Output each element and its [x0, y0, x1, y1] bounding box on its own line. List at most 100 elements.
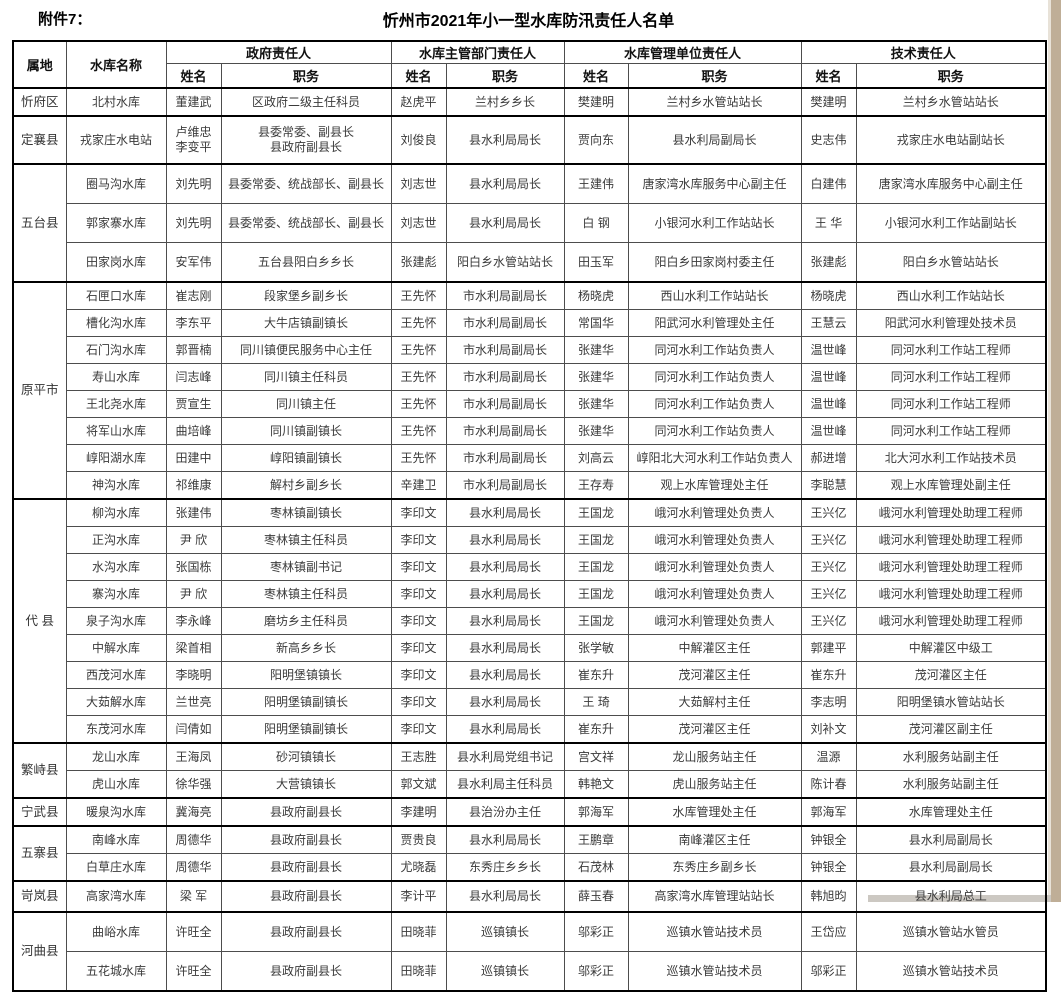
- table-row: 西茂河水库 李晓明 阳明堡镇镇长 李印文 县水利局局长 崔东升 茂河灌区主任 崔东升 茂河灌区主…: [13, 661, 1047, 689]
- tech-name-cell: 王兴亿: [800, 580, 857, 608]
- table-row: 水沟水库 张国栋 枣林镇副书记 李印文 县水利局局长 王国龙 峨河水利管理处负责人 王兴亿 峨河…: [13, 553, 1047, 581]
- mgmt-duty-cell: 巡镇水管站技术员: [627, 911, 802, 952]
- table-row: 崞阳湖水库 田建中 崞阳镇副镇长 王先怀 市水利局副局长 刘高云 崞阳北大河水利工作站负责人…: [13, 444, 1047, 472]
- gov-duty-cell: 阳明堡镇镇长: [220, 661, 392, 689]
- mgmt-name-cell: 王国龙: [563, 498, 629, 527]
- tech-name-cell: 樊建明: [800, 87, 857, 117]
- mgmt-duty-cell: 峨河水利管理处负责人: [627, 526, 802, 554]
- region-cell: 原平市: [12, 281, 67, 500]
- tech-duty-cell: 阳白乡水管站站长: [855, 242, 1047, 283]
- dept-name-cell: 李印文: [390, 580, 447, 608]
- mgmt-duty-cell: 龙山服务站主任: [627, 742, 802, 771]
- reservoir-cell: 王北尧水库: [65, 390, 167, 418]
- mgmt-duty-cell: 虎山服务站主任: [627, 770, 802, 799]
- mgmt-duty-cell: 阳武河水利管理处主任: [627, 309, 802, 337]
- tech-duty-cell: 同河水利工作站工程师: [855, 336, 1047, 364]
- table-row: 代 县柳沟水库 张建伟 枣林镇副镇长 李印文 县水利局局长 王国龙 峨河水利管理处负责人 王兴…: [12, 498, 1047, 744]
- tech-duty-cell: 巡镇水管站技术员: [855, 951, 1047, 992]
- dept-name-cell: 李印文: [390, 553, 447, 581]
- dept-name-cell: 王先怀: [390, 444, 447, 472]
- gov-duty-cell: 县委常委、统战部长、副县长: [220, 163, 392, 204]
- table-row: 白草庄水库 周德华 县政府副县长 尤晓磊 东秀庄乡乡长 石茂林 东秀庄乡副乡长 钟银全 县水利局…: [13, 853, 1047, 882]
- gov-name-cell: 许旺全: [165, 951, 222, 992]
- table-row: 五台县 圈马沟水库 刘先明 县委常委、统战部长、副县长 刘志世 县水利局局长 王建伟 唐家湾水…: [12, 163, 1047, 283]
- gov-name-cell: 周德华: [165, 825, 222, 854]
- dept-duty-cell: 县水利局局长: [445, 580, 565, 608]
- mgmt-name-cell: 张建华: [563, 390, 629, 418]
- mgmt-name-cell: 王国龙: [563, 580, 629, 608]
- reservoir-cell: 白草庄水库: [65, 853, 167, 882]
- table-row: 虎山水库 徐华强 大营镇镇长 郭文斌 县水利局主任科员 韩艳文 虎山服务站主任 陈计春 水利服务…: [13, 770, 1047, 799]
- dept-duty-cell: 市水利局副局长: [445, 336, 565, 364]
- table-row: 五花城水库 许旺全 县政府副县长 田晓菲 巡镇镇长 邬彩正 巡镇水管站技术员 邬彩正 巡镇水管站…: [13, 951, 1047, 992]
- tech-name-cell: 邬彩正: [800, 951, 857, 992]
- reservoir-cell: 东茂河水库: [65, 715, 167, 744]
- dept-duty-cell: 东秀庄乡乡长: [445, 853, 565, 882]
- gov-name-cell: 董建武: [165, 87, 222, 117]
- reservoir-cell: 郭家寨水库: [65, 203, 167, 243]
- gov-duty-cell: 同川镇副镇长: [220, 417, 392, 445]
- dept-name-cell: 李印文: [390, 715, 447, 744]
- mgmt-duty-cell: 观上水库管理处主任: [627, 471, 802, 500]
- tech-name-cell: 郝进增: [800, 444, 857, 472]
- reservoir-cell: 寿山水库: [65, 363, 167, 391]
- table-row: 忻府区 北村水库 董建武 区政府二级主任科员 赵虎平 兰村乡乡长 樊建明 兰村乡水管站站长 樊建…: [12, 87, 1047, 117]
- table-row: 将军山水库 曲培峰 同川镇副镇长 王先怀 市水利局副局长 张建华 同河水利工作站负责人 温世峰…: [13, 417, 1047, 445]
- reservoir-cell: 寨沟水库: [65, 580, 167, 608]
- region-cell: 河曲县: [12, 911, 67, 992]
- mgmt-duty-cell: 东秀庄乡副乡长: [627, 853, 802, 882]
- gov-name-cell: 李晓明: [165, 661, 222, 689]
- gov-duty-cell: 同川镇主任科员: [220, 363, 392, 391]
- mgmt-duty-cell: 中解灌区主任: [627, 634, 802, 662]
- reservoir-cell: 槽化沟水库: [65, 309, 167, 337]
- gov-name-cell: 尹 欣: [165, 526, 222, 554]
- table-row: 泉子沟水库 李永峰 磨坊乡主任科员 李印文 县水利局局长 王国龙 峨河水利管理处负责人 王兴亿…: [13, 607, 1047, 635]
- page-title: 忻州市2021年小一型水库防汛责任人名单: [382, 13, 675, 30]
- tech-name-cell: 钟银全: [800, 853, 857, 882]
- gov-name-cell: 冀海亮: [165, 797, 222, 827]
- mgmt-duty-cell: 南峰灌区主任: [627, 825, 802, 854]
- mgmt-name-cell: 薛玉春: [563, 880, 629, 913]
- dept-duty-cell: 巡镇镇长: [445, 911, 565, 952]
- gov-name-cell: 尹 欣: [165, 580, 222, 608]
- gov-name-cell: 安军伟: [165, 242, 222, 283]
- tech-duty-cell: 峨河水利管理处助理工程师: [855, 498, 1047, 527]
- gov-duty-cell: 阳明堡镇副镇长: [220, 715, 392, 744]
- reservoir-cell: 五花城水库: [65, 951, 167, 992]
- mgmt-name-cell: 杨晓虎: [563, 281, 629, 310]
- reservoir-cell: 柳沟水库: [65, 498, 167, 527]
- tech-duty-cell: 县水利局副局长: [855, 853, 1047, 882]
- region-cell: 五寨县: [12, 825, 67, 882]
- dept-duty-cell: 县水利局局长: [445, 607, 565, 635]
- gov-name-cell: 闫倩如: [165, 715, 222, 744]
- gov-name-cell: 兰世亮: [165, 688, 222, 716]
- mgmt-duty-cell: 县水利局副局长: [627, 115, 802, 165]
- tech-name-cell: 韩旭昀: [800, 880, 857, 913]
- reservoir-cell: 大茹解水库: [65, 688, 167, 716]
- mgmt-duty-cell: 峨河水利管理处负责人: [627, 553, 802, 581]
- tech-duty-cell: 茂河灌区主任: [855, 661, 1047, 689]
- tech-duty-cell: 北大河水利工作站技术员: [855, 444, 1047, 472]
- reservoir-cell: 曲峪水库: [65, 911, 167, 952]
- gov-name-cell: 梁首相: [165, 634, 222, 662]
- gov-duty-cell: 县委常委、统战部长、副县长: [220, 203, 392, 243]
- dept-name-cell: 王先怀: [390, 309, 447, 337]
- tech-duty-cell: 峨河水利管理处助理工程师: [855, 580, 1047, 608]
- dept-name-cell: 王先怀: [390, 417, 447, 445]
- dept-name-cell: 李印文: [390, 634, 447, 662]
- mgmt-name-cell: 邬彩正: [563, 911, 629, 952]
- gov-name-cell: 徐华强: [165, 770, 222, 799]
- tech-duty-cell: 西山水利工作站站长: [855, 281, 1047, 310]
- mgmt-duty-cell: 阳白乡田家岗村委主任: [627, 242, 802, 283]
- mgmt-duty-cell: 同河水利工作站负责人: [627, 417, 802, 445]
- page-edge-shadow: [1048, 0, 1051, 902]
- mgmt-name-cell: 王存寿: [563, 471, 629, 500]
- reservoir-cell: 将军山水库: [65, 417, 167, 445]
- gov-name-cell: 王海凤: [165, 742, 222, 771]
- mgmt-name-cell: 王国龙: [563, 526, 629, 554]
- header-tech-name: 姓名: [800, 63, 857, 89]
- dept-duty-cell: 县水利局局长: [445, 115, 565, 165]
- dept-name-cell: 刘俊良: [390, 115, 447, 165]
- mgmt-name-cell: 王国龙: [563, 607, 629, 635]
- mgmt-name-cell: 宫文祥: [563, 742, 629, 771]
